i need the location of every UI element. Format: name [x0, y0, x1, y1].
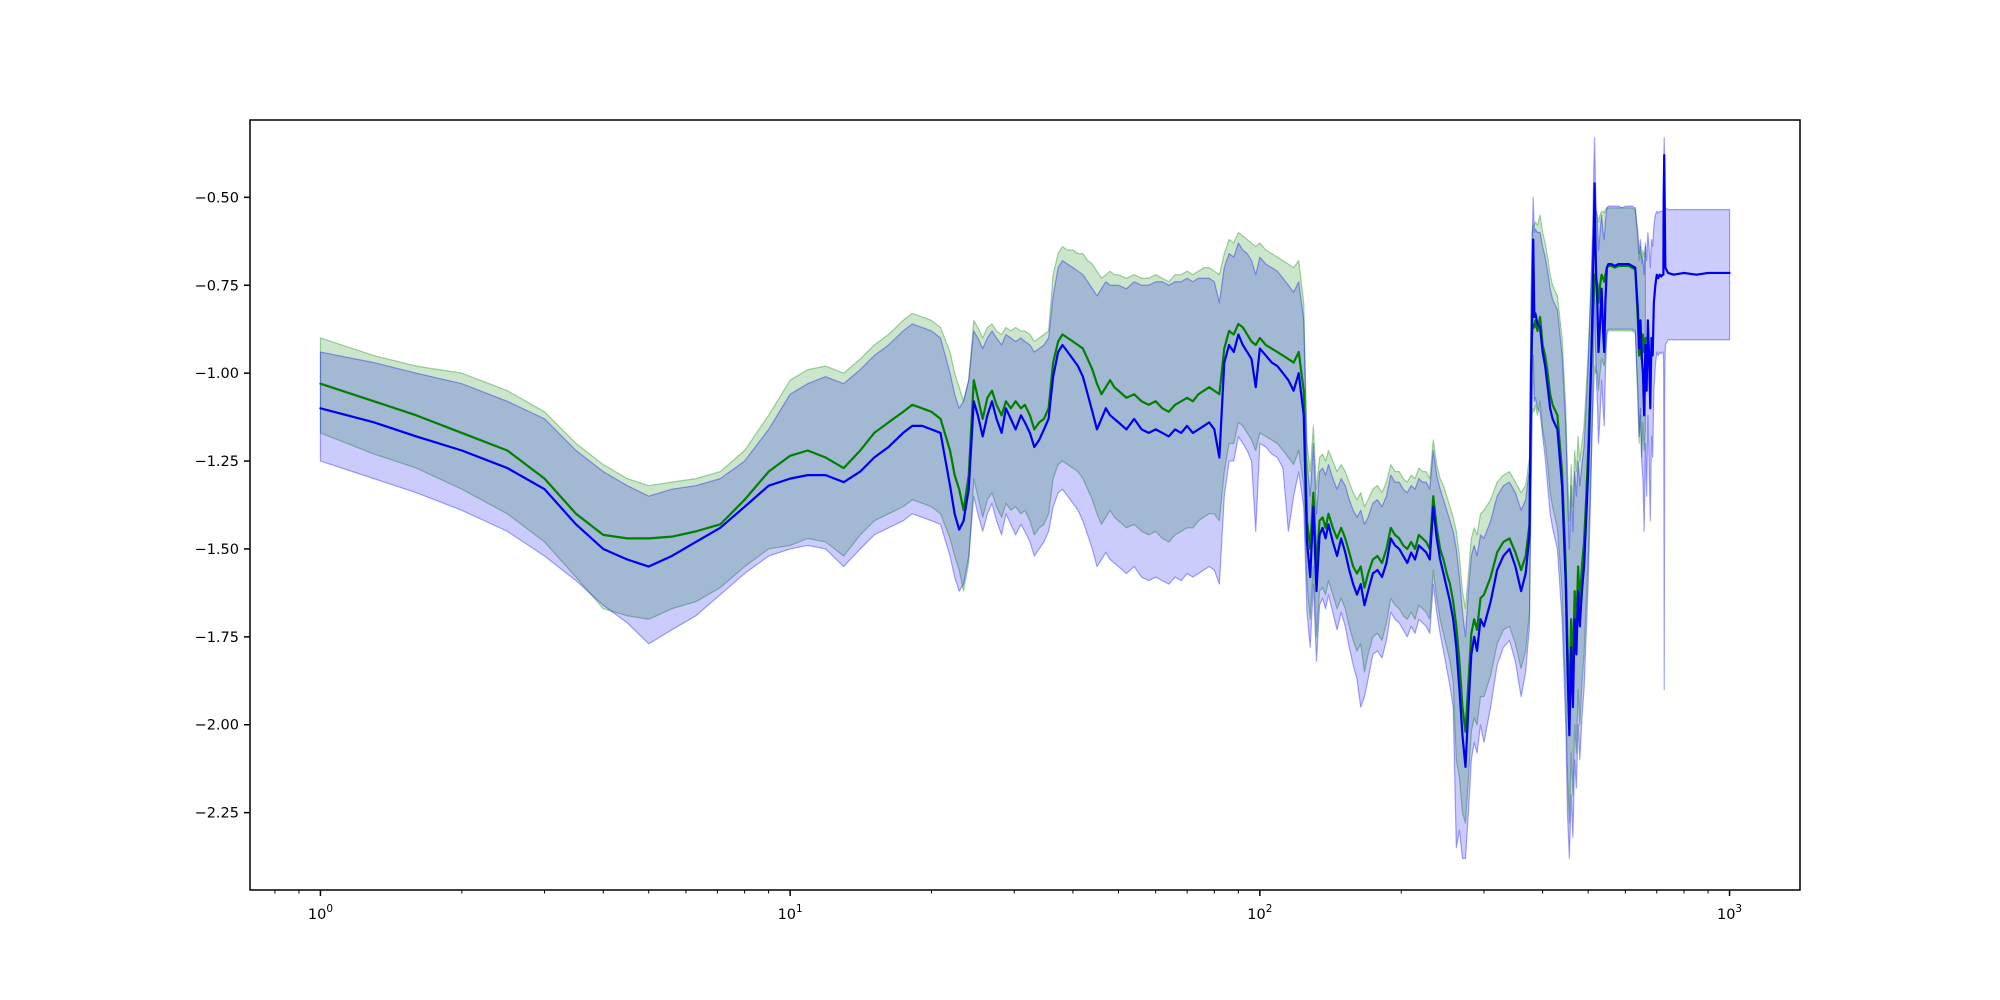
y-tick-label: −2.00 [195, 718, 239, 734]
y-tick-label: −1.25 [195, 454, 239, 470]
x-axis: 100 101 102 103 [274, 890, 1742, 923]
y-tick-label: −1.00 [195, 366, 239, 382]
x-tick-label: 101 [778, 903, 803, 923]
y-tick-label: −2.25 [195, 806, 239, 822]
x-tick-label: 102 [1247, 903, 1272, 923]
x-tick-label: 100 [308, 903, 333, 923]
series-blue-band [319, 136, 1731, 859]
series-green-line [319, 264, 1647, 733]
y-tick-label: −0.50 [195, 190, 239, 206]
series-green-band [319, 207, 1647, 824]
y-tick-label: −0.75 [195, 278, 239, 294]
x-tick-label: 103 [1717, 903, 1742, 923]
plot-area [319, 136, 1731, 859]
y-tick-label: −1.75 [195, 630, 239, 646]
series-blue-line [319, 154, 1731, 769]
axes-spines [249, 119, 1801, 891]
y-axis: −0.50 −0.75 −1.00 −1.25 −1.50 −1.75 −2.00 −2.25 [195, 190, 250, 822]
y-tick-label: −1.50 [195, 542, 239, 558]
